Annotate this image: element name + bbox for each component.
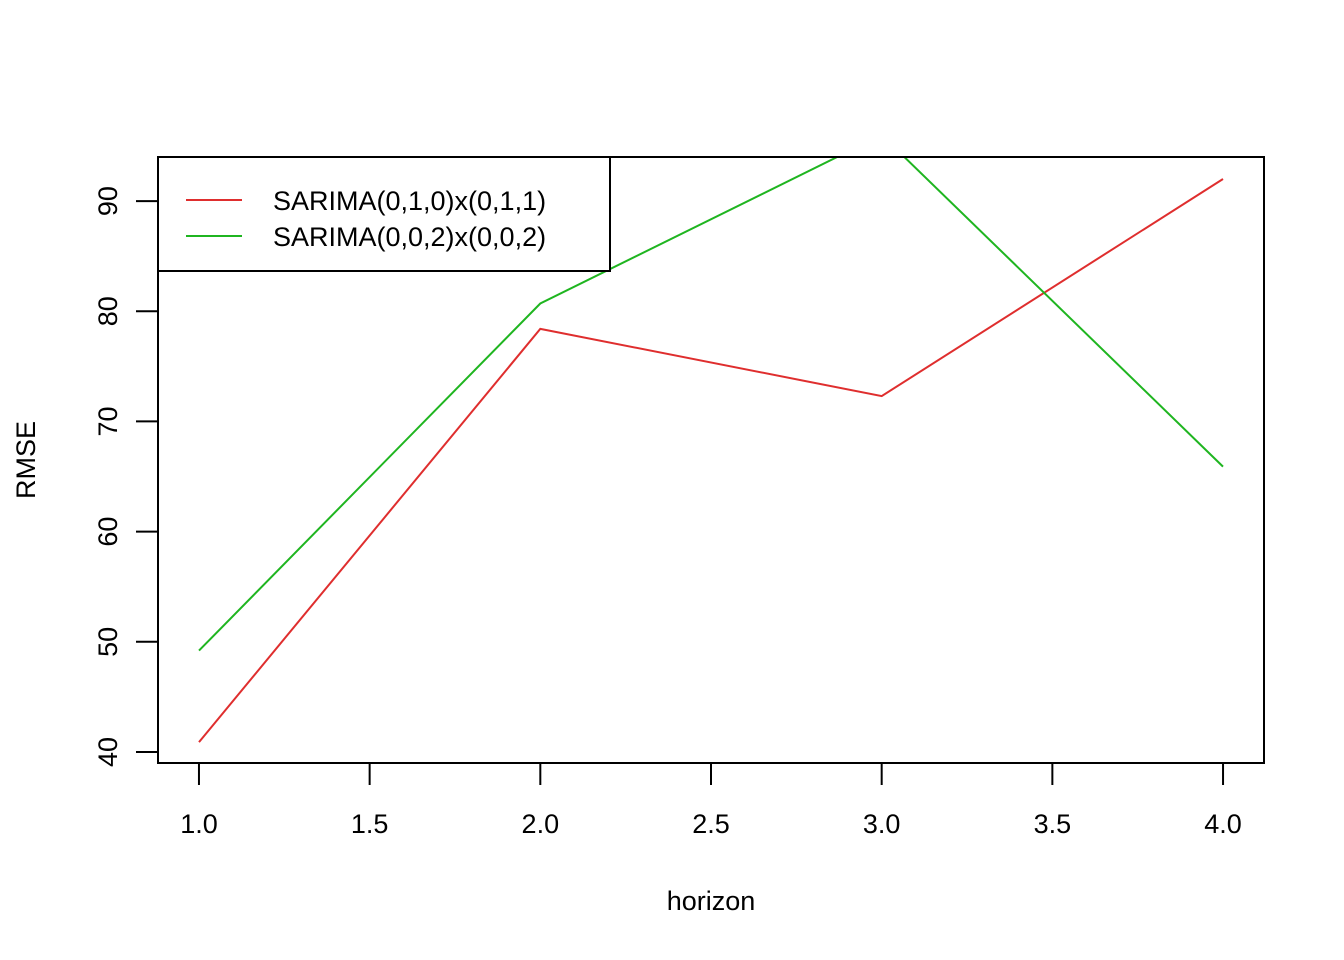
legend: SARIMA(0,1,0)x(0,1,1) SARIMA(0,0,2)x(0,0,… (157, 156, 611, 272)
legend-box (157, 156, 611, 272)
x-axis: 1.0 1.5 2.0 2.5 3.0 3.5 4.0 (180, 762, 1242, 839)
y-axis: 40 50 60 70 80 90 (93, 186, 159, 767)
series-line-1 (198, 178, 1224, 743)
series-line-2 (198, 157, 1224, 652)
y-axis-label: RMSE (11, 421, 41, 499)
y-tick-label: 60 (93, 517, 123, 547)
legend-label-1: SARIMA(0,1,0)x(0,1,1) (273, 186, 546, 216)
y-tick-label: 80 (93, 296, 123, 326)
series-lines (198, 157, 1224, 743)
y-tick-label: 70 (93, 406, 123, 436)
y-tick-label: 90 (93, 186, 123, 216)
x-axis-label: horizon (667, 886, 756, 916)
x-tick-label: 2.5 (692, 809, 730, 839)
x-tick-label: 1.0 (180, 809, 218, 839)
x-tick-label: 4.0 (1204, 809, 1242, 839)
x-tick-label: 2.0 (522, 809, 560, 839)
y-tick-label: 40 (93, 737, 123, 767)
legend-label-2: SARIMA(0,0,2)x(0,0,2) (273, 222, 546, 252)
x-tick-label: 3.5 (1034, 809, 1072, 839)
y-tick-label: 50 (93, 627, 123, 657)
x-tick-label: 3.0 (863, 809, 901, 839)
x-tick-label: 1.5 (351, 809, 389, 839)
